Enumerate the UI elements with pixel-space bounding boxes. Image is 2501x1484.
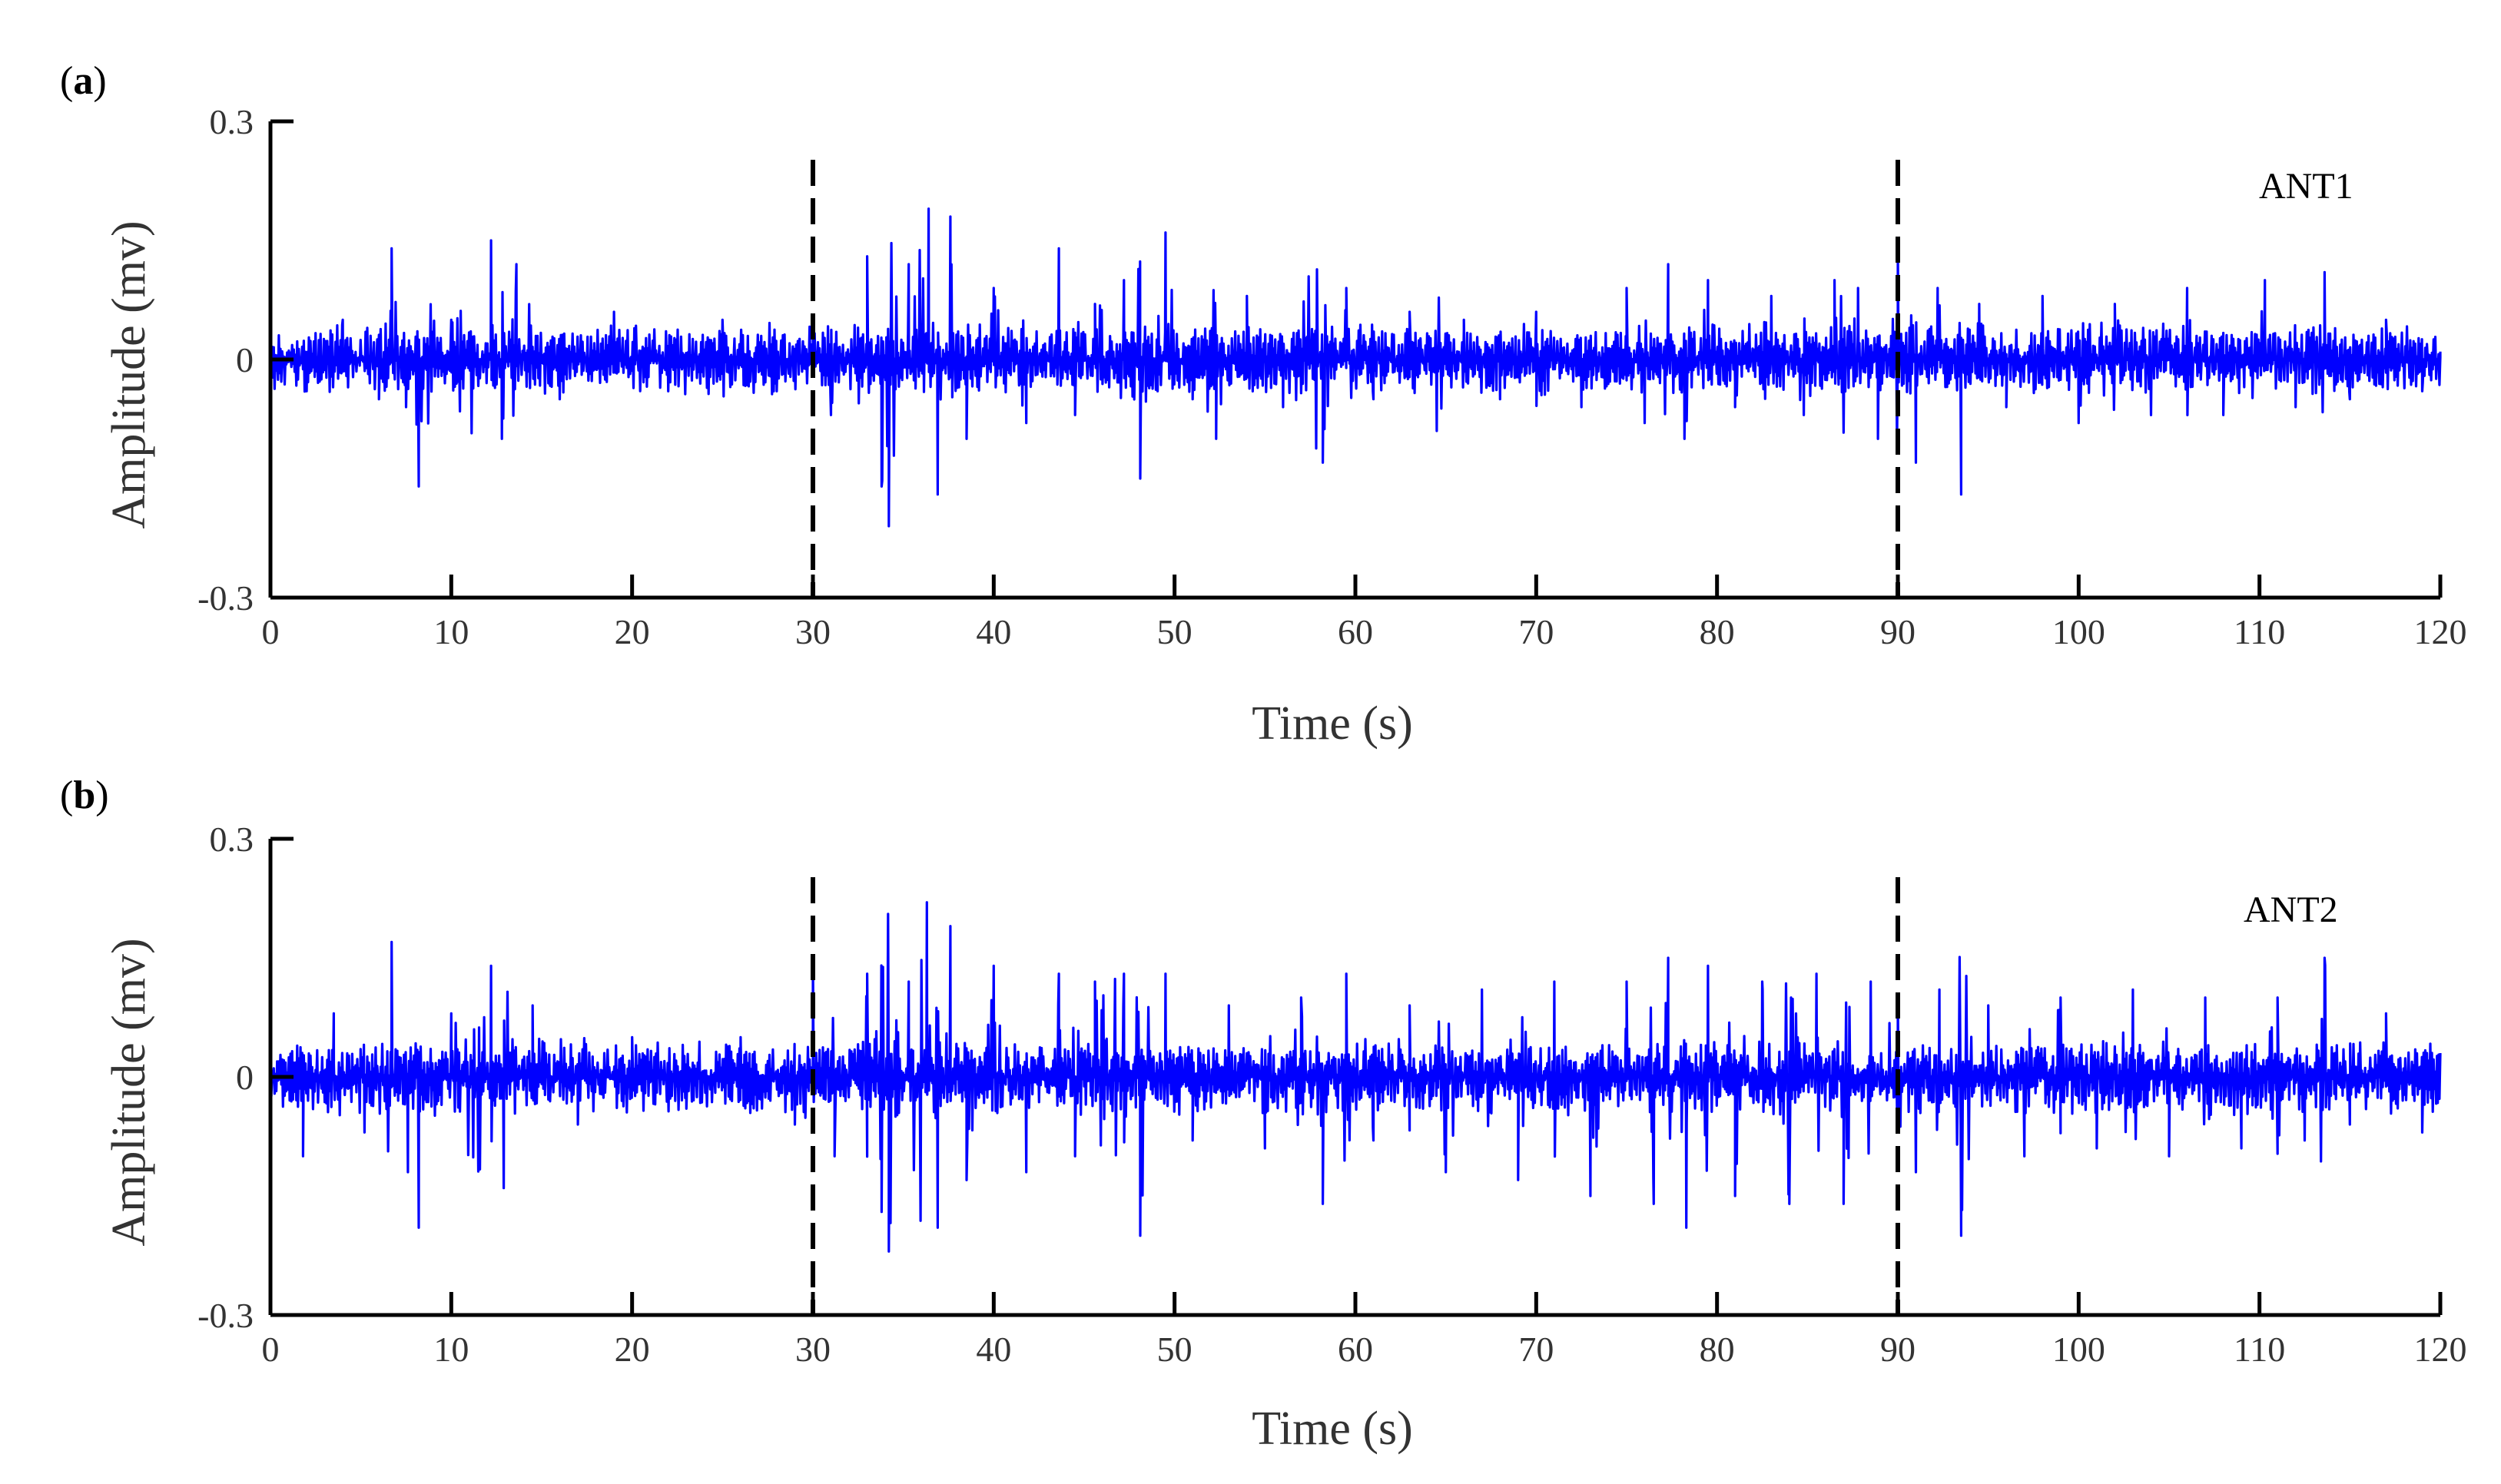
x-axis-title: Time (s) (1252, 1403, 1413, 1455)
x-tick-label: 70 (1518, 612, 1554, 651)
x-tick-label: 0 (262, 612, 280, 651)
panel-b: (b)-0.300.30 10 20 30 40 50 60 70 80 90 100 110 120T… (60, 773, 2467, 1455)
x-tick-label: 20 (615, 1330, 650, 1369)
y-tick-label: 0.3 (210, 820, 254, 859)
y-tick-label: -0.3 (197, 1296, 254, 1335)
signal-line (269, 207, 2442, 528)
y-axis-title: Amplitude (mv) (103, 938, 155, 1246)
x-tick-label: 30 (795, 1330, 831, 1369)
panel-label: (b) (60, 773, 109, 817)
y-tick-label: 0 (236, 1058, 254, 1097)
x-tick-label: 110 (2234, 1330, 2285, 1369)
y-axis-title: Amplitude (mv) (103, 220, 155, 528)
x-tick-label: 90 (1880, 612, 1916, 651)
x-tick-label: 100 (2052, 612, 2105, 651)
panel-label: (a) (60, 59, 107, 103)
y-tick-label: -0.3 (197, 578, 254, 618)
x-tick-label: 10 (433, 612, 469, 651)
x-tick-label: 0 (262, 1330, 280, 1369)
channel-annotation: ANT1 (2259, 166, 2353, 207)
x-tick-label: 50 (1157, 612, 1192, 651)
x-tick-label: 120 (2414, 612, 2467, 651)
x-tick-label: 80 (1700, 612, 1735, 651)
x-tick-label: 80 (1700, 1330, 1735, 1369)
x-tick-label: 20 (615, 612, 650, 651)
x-tick-label: 40 (976, 612, 1011, 651)
x-tick-label: 60 (1338, 612, 1373, 651)
x-tick-label: 40 (976, 1330, 1011, 1369)
channel-annotation: ANT2 (2244, 889, 2338, 930)
x-tick-label: 30 (795, 612, 831, 651)
x-tick-label: 10 (433, 1330, 469, 1369)
x-axis-title: Time (s) (1252, 697, 1413, 750)
panel-a: (a)-0.300.30 10 20 30 40 50 60 70 80 90 100 110 120T… (60, 59, 2467, 750)
y-tick-label: 0.3 (210, 102, 254, 141)
x-tick-label: 120 (2414, 1330, 2467, 1369)
signal-line (269, 901, 2442, 1253)
x-tick-label: 100 (2052, 1330, 2105, 1369)
x-tick-label: 60 (1338, 1330, 1373, 1369)
y-tick-label: 0 (236, 340, 254, 379)
x-tick-label: 70 (1518, 1330, 1554, 1369)
x-tick-label: 90 (1880, 1330, 1916, 1369)
x-tick-label: 50 (1157, 1330, 1192, 1369)
x-tick-label: 110 (2234, 612, 2285, 651)
